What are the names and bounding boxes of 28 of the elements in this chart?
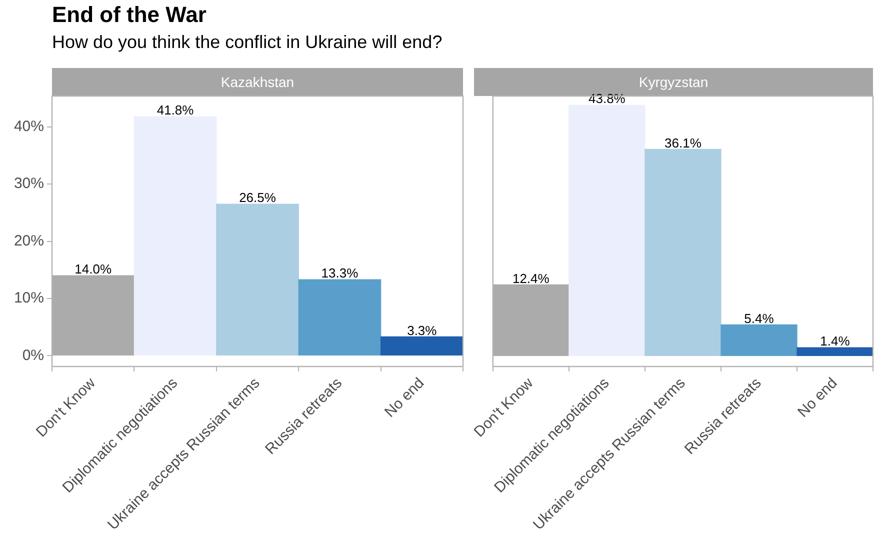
chart-title: Kazakhstan [52,68,463,96]
data-label: 26.5% [239,190,276,206]
data-label: 1.4% [820,334,850,349]
x-tick-label: No end [794,374,841,421]
data-label: 3.3% [407,322,438,338]
data-label: 14.0% [74,262,112,277]
data-label: 5.4% [744,310,774,326]
chart-title: Kyrgyzstan [638,74,708,90]
data-label: 36.1% [664,135,702,150]
y-tick-label: 20% [14,232,44,250]
bar [568,104,646,356]
data-label: 41.8% [156,102,194,118]
text: How do you think the conflict in Ukraine will end? [52,32,442,53]
data-label: 13.3% [321,266,359,281]
bar [134,116,217,356]
bar [796,347,873,356]
y-tick-label: 0% [22,346,44,364]
bar [644,148,722,356]
bar [720,324,798,356]
bar [298,279,382,356]
x-tick-label: No end [381,374,428,421]
y-tick-label: 30% [14,175,44,192]
bar [216,204,299,356]
text: End of the War [52,2,208,28]
y-tick-label: 10% [14,290,44,307]
bar [380,336,463,356]
data-label: 12.4% [512,270,550,286]
y-tick-label: 40% [14,118,44,136]
